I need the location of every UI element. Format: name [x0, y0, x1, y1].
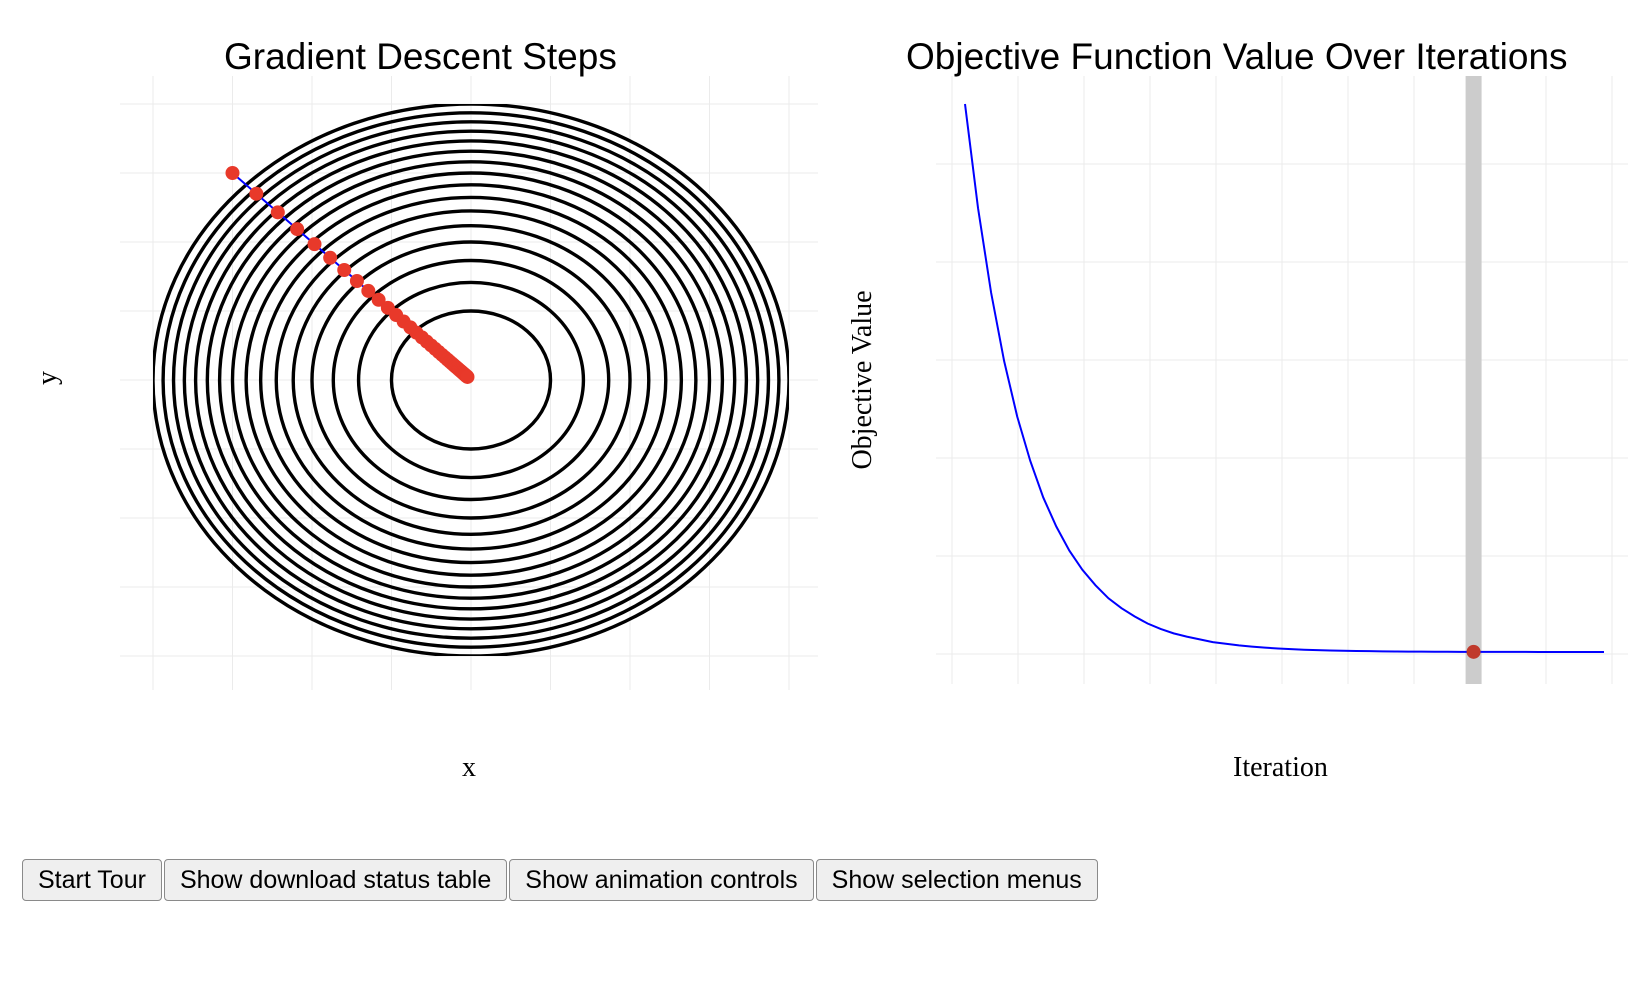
show-selection-menus-button[interactable]: Show selection menus: [815, 859, 1098, 901]
descent-step-point: [249, 186, 264, 201]
descent-step-point: [323, 250, 338, 265]
toolbar: Start Tour Show download status table Sh…: [22, 859, 1098, 901]
descent-step-point: [290, 222, 305, 237]
objective-plot[interactable]: [0, 0, 1628, 760]
contour-line: [205, 149, 737, 611]
descent-step-point: [225, 166, 240, 180]
objective-x-axis-label: Iteration: [1233, 752, 1328, 783]
descent-step-point: [361, 283, 376, 298]
objective-value-line: [964, 103, 1605, 653]
show-animation-controls-button[interactable]: Show animation controls: [509, 859, 814, 901]
descent-step-point: [270, 205, 285, 220]
current-iteration-marker: [1466, 644, 1481, 659]
current-iteration-band: [1465, 76, 1482, 684]
descent-step-point: [460, 369, 475, 384]
objective-plot-title: Objective Function Value Over Iterations: [906, 36, 1568, 77]
contour-line: [356, 280, 586, 480]
descent-step-point: [337, 262, 352, 277]
descent-step-point: [307, 237, 322, 252]
contour-plot[interactable]: [0, 0, 1628, 760]
contour-plot-title: Gradient Descent Steps: [224, 36, 617, 77]
contour-line: [182, 129, 760, 631]
contour-line: [230, 171, 712, 589]
descent-step-point: [371, 292, 386, 307]
contour-line: [291, 224, 651, 536]
contour-line: [193, 139, 749, 621]
contour-line: [389, 309, 553, 451]
contour-line: [274, 209, 668, 551]
contour-line: [258, 195, 684, 565]
contour-line: [244, 183, 698, 577]
contour-line: [217, 160, 725, 600]
descent-step-point: [349, 273, 364, 288]
start-tour-button[interactable]: Start Tour: [22, 859, 162, 901]
contour-line: [161, 111, 781, 649]
contour-line: [331, 258, 611, 502]
contour-line: [171, 120, 771, 640]
contour-x-axis-label: x: [462, 752, 476, 783]
contour-line: [310, 240, 632, 520]
show-download-status-button[interactable]: Show download status table: [163, 859, 508, 901]
